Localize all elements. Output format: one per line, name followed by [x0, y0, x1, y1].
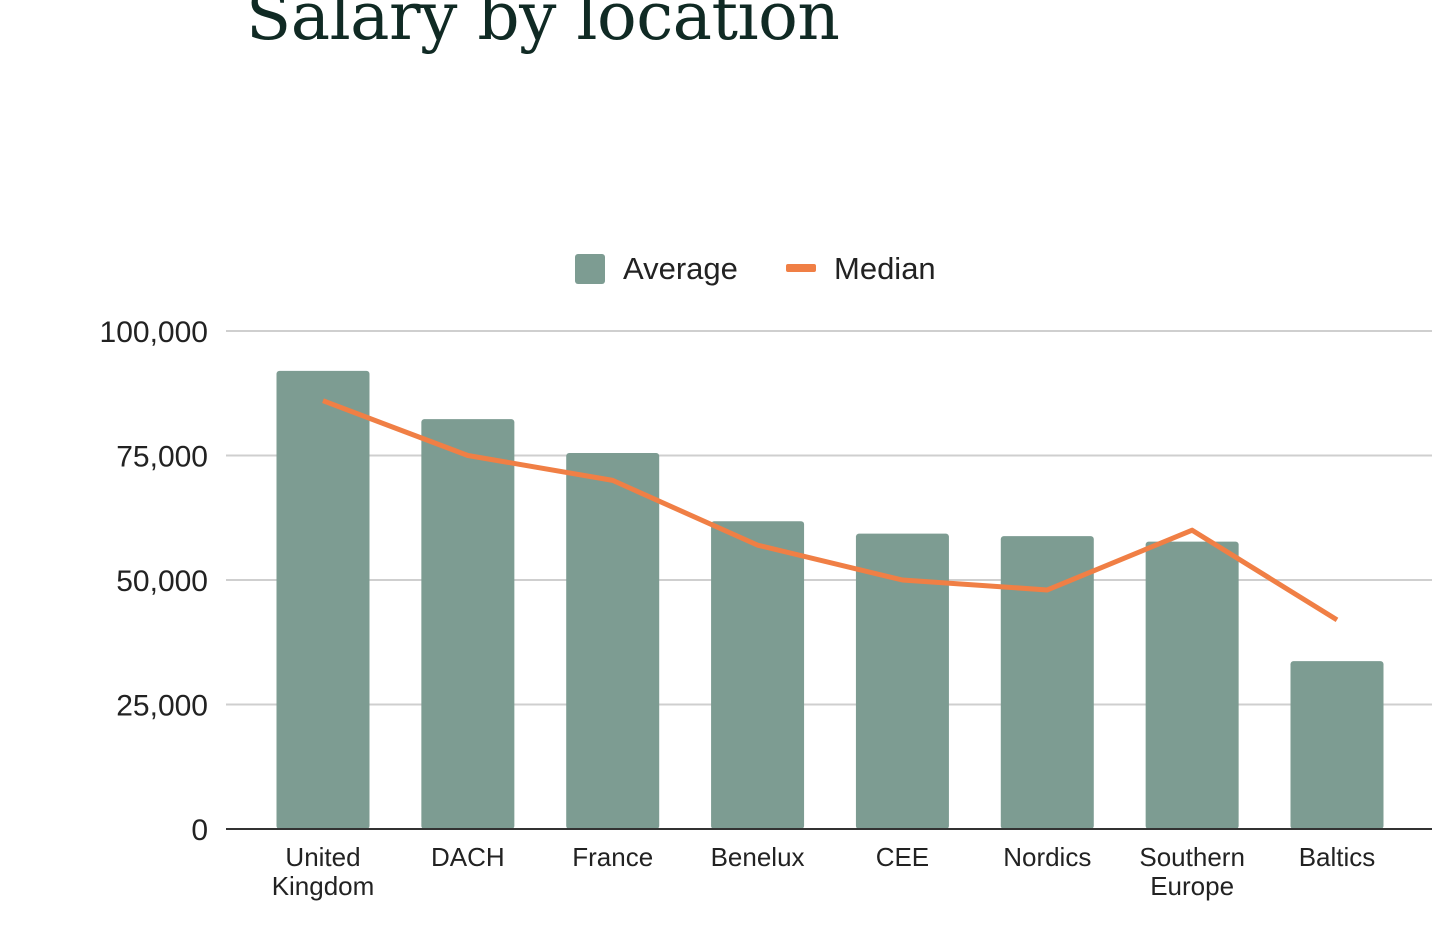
bar-average	[711, 521, 805, 829]
page-title: Salary by location	[246, 0, 840, 55]
average-bars	[276, 370, 1384, 829]
bar-average	[421, 419, 515, 829]
legend-median-label: Median	[834, 251, 936, 286]
bar-average	[1145, 541, 1239, 829]
x-category-label: CEE	[876, 842, 929, 872]
legend-median-swatch	[786, 264, 816, 272]
bar-average	[855, 533, 949, 829]
y-tick-label: 100,000	[100, 316, 208, 349]
x-category-label: DACH	[431, 842, 505, 872]
x-category-label: Benelux	[711, 842, 805, 872]
bar-average	[1290, 661, 1384, 829]
x-category-label: United Kingdom	[272, 842, 375, 901]
x-axis: United Kingdom DACH France Benelux CEE Nordics…	[226, 828, 1432, 901]
y-tick-label: 75,000	[116, 441, 208, 474]
chart-legend: Average Median	[575, 251, 936, 286]
x-category-label: Nordics	[1003, 842, 1091, 872]
y-axis: 0 25,000 50,000 75,000 100,000	[100, 316, 208, 847]
median-series	[322, 398, 1339, 622]
bar-average	[1000, 536, 1094, 829]
y-tick-label: 50,000	[116, 565, 208, 598]
median-line	[322, 398, 1339, 622]
y-tick-label: 25,000	[116, 690, 208, 723]
y-tick-label: 0	[191, 814, 208, 847]
x-category-label: Baltics	[1299, 842, 1376, 872]
bar-average	[566, 453, 660, 829]
bar-average	[276, 370, 370, 829]
x-category-label: France	[572, 842, 653, 872]
chart-gridlines	[226, 330, 1432, 706]
legend-average-swatch	[575, 254, 605, 284]
x-category-label: Southern Europe	[1139, 842, 1245, 901]
legend-average-label: Average	[623, 251, 738, 286]
